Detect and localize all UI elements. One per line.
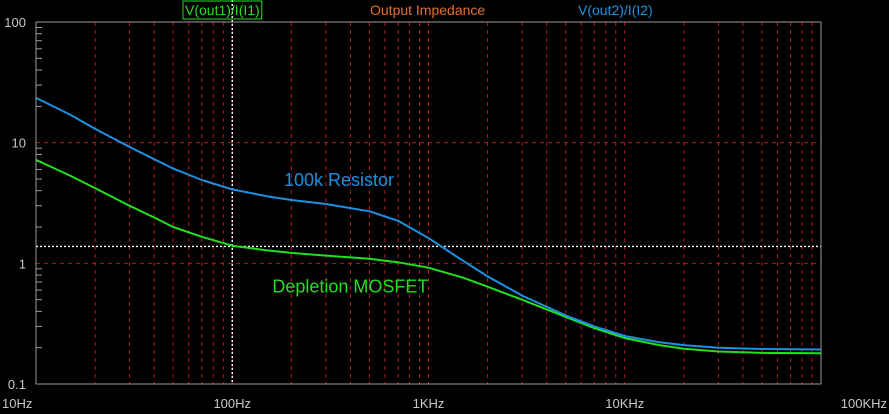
grid (36, 22, 821, 384)
annotations: 100k Resistor Depletion MOSFET (272, 170, 428, 297)
y-tick-label: 1 (19, 256, 26, 271)
cursor-crosshair[interactable] (36, 0, 821, 384)
x-tick-label: 100Hz (213, 396, 251, 411)
x-tick-label: 10KHz (605, 396, 644, 411)
annotation-mosfet: Depletion MOSFET (272, 277, 428, 297)
legend-box-series-1 (182, 0, 263, 20)
series-lines (35, 97, 822, 355)
legend-series-2[interactable]: V(out2)/I(I2) (578, 2, 653, 18)
x-tick-label: 100KHz (841, 396, 887, 411)
series-line-1 (35, 158, 822, 355)
legend: V(out1)/I(I1) Output Impedance V(out2)/I… (182, 0, 653, 20)
x-tick-label: 10Hz (2, 396, 32, 411)
chart-title: Output Impedance (370, 2, 485, 18)
plot-frame (35, 21, 822, 385)
y-tick-label: 100 (4, 15, 26, 30)
legend-series-1[interactable]: V(out1)/I(I1) (185, 2, 260, 18)
y-tick-label: 10 (12, 136, 26, 151)
x-tick-label: 1KHz (413, 396, 445, 411)
y-tick-labels: 100 10 1 0.1 (4, 15, 26, 392)
y-tick-label: 0.1 (8, 377, 26, 392)
annotation-resistor: 100k Resistor (284, 170, 394, 190)
x-tick-labels: 10Hz 100Hz 1KHz 10KHz 100KHz (2, 396, 887, 411)
series-line-2 (35, 97, 822, 351)
